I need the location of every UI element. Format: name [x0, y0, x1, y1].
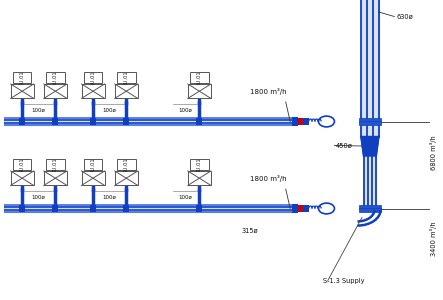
Bar [13, 159, 31, 170]
Text: IU.01: IU.01 [90, 70, 96, 84]
Bar [359, 121, 381, 125]
Text: IU.01: IU.01 [53, 158, 58, 171]
Text: 6800 m³/h: 6800 m³/h [430, 136, 437, 170]
Text: 450ø: 450ø [336, 142, 353, 148]
Text: 100ø: 100ø [103, 195, 117, 200]
Bar [19, 118, 25, 125]
Bar [298, 205, 303, 212]
Text: IU.01: IU.01 [124, 158, 129, 171]
Circle shape [319, 203, 334, 214]
Bar [298, 118, 303, 125]
Bar [44, 84, 67, 98]
Bar [123, 205, 129, 212]
Bar [303, 118, 309, 125]
Text: S-1.3 Supply: S-1.3 Supply [323, 278, 365, 284]
Text: 315ø: 315ø [241, 228, 258, 234]
Text: IU.01: IU.01 [197, 70, 202, 84]
Bar [292, 117, 298, 126]
Bar [117, 159, 136, 170]
Bar [190, 159, 209, 170]
Bar [13, 72, 31, 83]
Bar [123, 118, 129, 125]
Bar [359, 208, 381, 212]
Bar [90, 118, 96, 125]
Bar [11, 171, 34, 185]
Text: IU.01: IU.01 [53, 70, 58, 84]
Bar [46, 159, 65, 170]
Bar [82, 84, 105, 98]
Bar [188, 171, 211, 185]
Bar [52, 118, 58, 125]
Bar [196, 205, 202, 212]
Text: 100ø: 100ø [103, 108, 117, 113]
Text: IU.01: IU.01 [19, 158, 25, 171]
Bar [46, 72, 65, 83]
Bar [90, 205, 96, 212]
Bar [188, 84, 211, 98]
Text: IU.01: IU.01 [19, 70, 25, 84]
Bar [303, 205, 309, 212]
Bar [359, 205, 381, 209]
Bar [292, 204, 298, 213]
Bar [115, 84, 138, 98]
Text: 3400 m³/h: 3400 m³/h [430, 221, 437, 256]
Bar [82, 171, 105, 185]
Text: 100ø: 100ø [32, 195, 46, 200]
Text: IU.01: IU.01 [197, 158, 202, 171]
Bar [359, 118, 381, 122]
Bar [190, 72, 209, 83]
Polygon shape [361, 136, 379, 156]
Circle shape [319, 116, 334, 127]
Bar [196, 118, 202, 125]
Bar [52, 205, 58, 212]
Bar [117, 72, 136, 83]
Bar [11, 84, 34, 98]
Text: 1800 m³/h: 1800 m³/h [250, 176, 287, 182]
Bar [19, 205, 25, 212]
Bar [84, 72, 102, 83]
Text: 1800 m³/h: 1800 m³/h [250, 88, 287, 95]
Bar [84, 159, 102, 170]
Text: 100ø: 100ø [32, 108, 46, 113]
Text: 100ø: 100ø [178, 108, 192, 113]
Text: 100ø: 100ø [178, 195, 192, 200]
Text: 630ø: 630ø [396, 14, 413, 20]
Bar [115, 171, 138, 185]
Bar [44, 171, 67, 185]
Text: IU.01: IU.01 [124, 70, 129, 84]
Text: IU.01: IU.01 [90, 158, 96, 171]
